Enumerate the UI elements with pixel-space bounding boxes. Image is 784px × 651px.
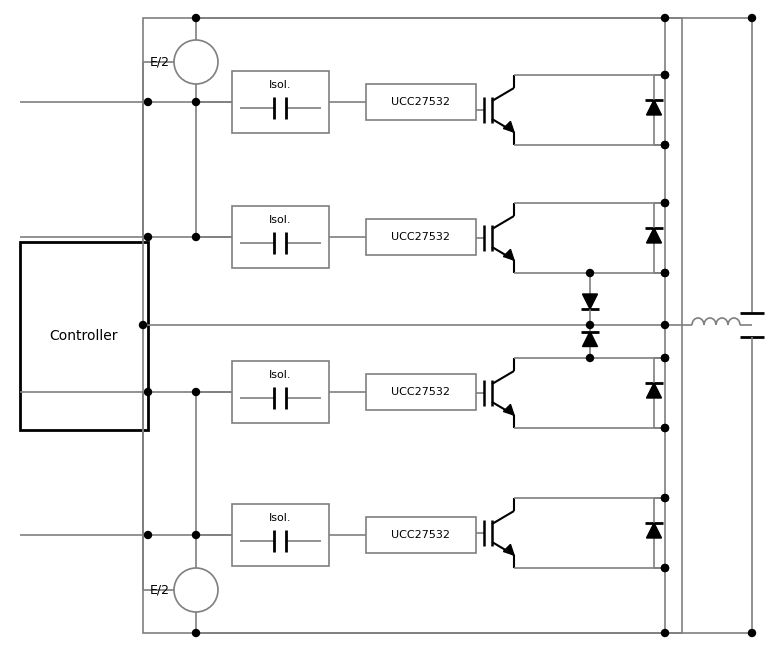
Bar <box>143 18 682 633</box>
Bar <box>232 71 329 133</box>
Polygon shape <box>503 121 514 132</box>
Polygon shape <box>583 294 597 309</box>
Polygon shape <box>647 100 662 115</box>
Bar <box>232 206 329 268</box>
Circle shape <box>662 72 669 79</box>
Bar <box>20 242 148 430</box>
Circle shape <box>144 98 151 105</box>
Circle shape <box>662 495 669 501</box>
Bar <box>232 504 329 566</box>
Circle shape <box>193 14 199 21</box>
Circle shape <box>749 630 756 637</box>
Circle shape <box>662 14 669 21</box>
Circle shape <box>662 564 669 572</box>
Bar <box>366 84 476 120</box>
Circle shape <box>586 270 593 277</box>
Text: UCC27532: UCC27532 <box>391 530 451 540</box>
Circle shape <box>586 355 593 361</box>
Circle shape <box>193 630 199 637</box>
Circle shape <box>193 531 199 538</box>
Polygon shape <box>647 523 662 538</box>
Circle shape <box>662 199 669 206</box>
Text: Isol.: Isol. <box>269 80 292 90</box>
Text: UCC27532: UCC27532 <box>391 97 451 107</box>
Circle shape <box>662 355 669 361</box>
Polygon shape <box>503 404 514 415</box>
Text: −: − <box>191 63 201 77</box>
Circle shape <box>144 234 151 240</box>
Text: Controller: Controller <box>49 329 118 343</box>
Bar <box>366 374 476 410</box>
Circle shape <box>193 234 199 240</box>
Circle shape <box>662 199 669 206</box>
Text: +: + <box>191 577 201 590</box>
Circle shape <box>662 72 669 79</box>
Bar <box>232 361 329 423</box>
Text: +: + <box>191 49 201 61</box>
Circle shape <box>662 424 669 432</box>
Text: UCC27532: UCC27532 <box>391 387 451 397</box>
Circle shape <box>193 98 199 105</box>
Circle shape <box>662 495 669 501</box>
Circle shape <box>662 630 669 637</box>
Text: UCC27532: UCC27532 <box>391 232 451 242</box>
Text: −: − <box>191 591 201 605</box>
Circle shape <box>662 564 669 572</box>
Text: E/2: E/2 <box>150 55 170 68</box>
Text: E/2: E/2 <box>150 583 170 596</box>
Bar <box>366 219 476 255</box>
Text: Isol.: Isol. <box>269 370 292 380</box>
Polygon shape <box>503 544 514 555</box>
Circle shape <box>662 424 669 432</box>
Circle shape <box>140 322 147 329</box>
Polygon shape <box>503 249 514 260</box>
Text: Isol.: Isol. <box>269 513 292 523</box>
Circle shape <box>662 270 669 277</box>
Circle shape <box>662 141 669 148</box>
Text: Isol.: Isol. <box>269 215 292 225</box>
Circle shape <box>174 568 218 612</box>
Circle shape <box>174 40 218 84</box>
Circle shape <box>662 322 669 329</box>
Bar <box>366 517 476 553</box>
Circle shape <box>662 141 669 148</box>
Circle shape <box>144 389 151 396</box>
Circle shape <box>193 389 199 396</box>
Circle shape <box>749 14 756 21</box>
Circle shape <box>662 270 669 277</box>
Polygon shape <box>647 228 662 243</box>
Polygon shape <box>647 383 662 398</box>
Circle shape <box>586 322 593 329</box>
Polygon shape <box>583 331 597 346</box>
Circle shape <box>662 355 669 361</box>
Circle shape <box>144 531 151 538</box>
